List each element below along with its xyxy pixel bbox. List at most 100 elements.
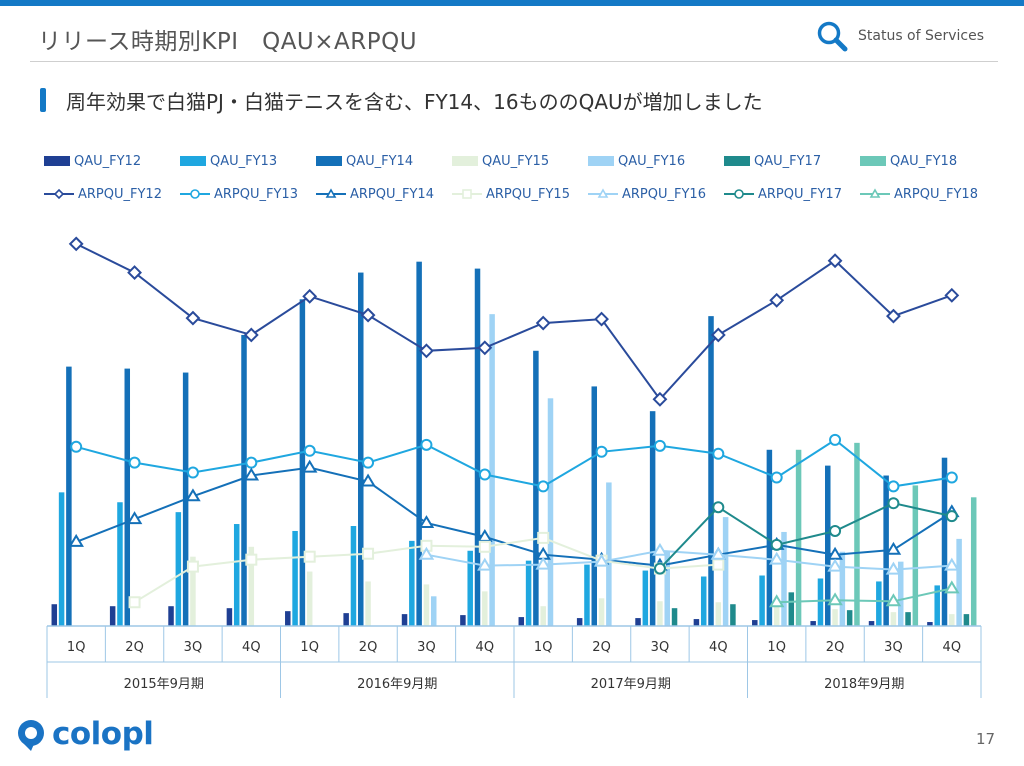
marker-ARPQU_FY15-12 (712, 558, 725, 571)
quarter-label: 2Q (125, 640, 144, 655)
bar-QAU_FY13-3 (175, 512, 182, 626)
quarter-label: 2Q (359, 640, 378, 655)
marker-ARPQU_FY12-7 (419, 343, 434, 359)
marker-ARPQU_FY16-16 (944, 557, 960, 571)
bar-QAU_FY16-16 (956, 538, 962, 626)
legend-label: QAU_FY18 (890, 153, 958, 169)
quarter-label: 3Q (184, 640, 203, 655)
bar-QAU_FY15-14 (832, 609, 838, 626)
legend-item-QAU_FY15: QAU_FY15 (452, 152, 588, 170)
bar-QAU_FY12-10 (576, 618, 583, 626)
bar-QAU_FY15-4 (248, 546, 255, 626)
line-ARPQU_FY16 (426, 549, 952, 571)
marker-ARPQU_FY12-3 (185, 310, 201, 326)
legend-label: ARPQU_FY15 (486, 186, 570, 202)
bar-QAU_FY12-1 (51, 604, 58, 626)
quarter-label: 4Q (242, 640, 261, 655)
legend-line-swatch (44, 188, 74, 200)
bar-QAU_FY15-5 (306, 571, 313, 626)
quarter-label: 3Q (884, 640, 903, 655)
legend-label: ARPQU_FY16 (622, 186, 706, 202)
line-ARPQU_FY18 (776, 587, 953, 604)
bar-QAU_FY12-11 (635, 618, 641, 626)
line-ARPQU_FY13 (75, 438, 952, 488)
marker-ARPQU_FY13-5 (303, 444, 316, 457)
bar-QAU_FY17-13 (788, 592, 795, 626)
year-label: 2017年9月期 (591, 677, 671, 692)
marker-ARPQU_FY12-12 (710, 327, 726, 343)
bar-QAU_FY12-14 (810, 621, 816, 626)
marker-ARPQU_FY17-15 (887, 497, 900, 510)
legend-item-QAU_FY18: QAU_FY18 (860, 152, 996, 170)
legend-item-ARPQU_FY14: ARPQU_FY14 (316, 185, 452, 203)
bar-QAU_FY13-7 (409, 540, 415, 626)
year-label: 2015年9月期 (124, 677, 204, 692)
legend-bar-swatch (316, 156, 342, 166)
marker-ARPQU_FY16-15 (885, 561, 902, 575)
bar-QAU_FY13-1 (58, 492, 65, 626)
bar-QAU_FY13-5 (292, 530, 298, 626)
bar-QAU_FY18-16 (970, 497, 977, 626)
legend-item-QAU_FY12: QAU_FY12 (44, 152, 180, 170)
legend-item-ARPQU_FY13: ARPQU_FY13 (180, 185, 316, 203)
legend-line-swatch (588, 188, 618, 198)
marker-ARPQU_FY15-6 (362, 547, 375, 560)
status-of-services: Status of Services (816, 20, 984, 52)
marker-ARPQU_FY15-4 (245, 553, 258, 566)
bar-QAU_FY12-6 (343, 613, 349, 626)
bar-QAU_FY14-8 (474, 268, 481, 626)
legend-label: QAU_FY14 (346, 153, 414, 169)
legend-item-ARPQU_FY15: ARPQU_FY15 (452, 185, 588, 203)
bar-QAU_FY14-7 (416, 261, 422, 626)
bar-QAU_FY14-13 (766, 449, 773, 626)
quarter-label: 3Q (651, 640, 670, 655)
bar-QAU_FY16-15 (897, 561, 904, 626)
bar-QAU_FY15-8 (482, 591, 488, 626)
chart-legend: QAU_FY12 QAU_FY13 QAU_FY14 QAU_FY15 QAU_FY16… (44, 152, 1004, 218)
marker-ARPQU_FY12-10 (594, 311, 609, 327)
bar-QAU_FY12-5 (285, 611, 291, 626)
marker-ARPQU_FY12-9 (535, 315, 551, 331)
legend-bar-swatch (724, 156, 750, 166)
marker-ARPQU_FY12-5 (302, 288, 318, 304)
bar-QAU_FY12-8 (460, 615, 466, 626)
marker-ARPQU_FY18-13 (768, 594, 785, 608)
marker-ARPQU_FY17-12 (712, 501, 725, 514)
legend-marker (325, 188, 337, 198)
bar-QAU_FY14-1 (66, 366, 72, 626)
colopl-logo-icon (18, 720, 44, 751)
legend-bars: QAU_FY12 QAU_FY13 QAU_FY14 QAU_FY15 QAU_FY16… (44, 152, 1004, 170)
marker-ARPQU_FY13-12 (712, 447, 725, 460)
marker-ARPQU_FY14-1 (68, 533, 84, 547)
marker-ARPQU_FY12-2 (127, 265, 142, 280)
bar-QAU_FY12-7 (401, 614, 408, 626)
bar-QAU_FY16-13 (781, 531, 787, 626)
legend-label: ARPQU_FY14 (350, 186, 434, 202)
quarter-label: 4Q (476, 640, 495, 655)
bar-QAU_FY14-9 (533, 350, 539, 626)
header-divider (30, 61, 998, 62)
year-label: 2016年9月期 (357, 677, 437, 692)
marker-ARPQU_FY15-2 (128, 596, 141, 609)
legend-bar-swatch (588, 156, 614, 166)
marker-ARPQU_FY13-6 (362, 456, 375, 469)
bar-QAU_FY13-6 (350, 526, 357, 626)
marker-ARPQU_FY16-12 (710, 546, 727, 560)
bar-QAU_FY16-9 (547, 398, 554, 626)
marker-ARPQU_FY18-16 (944, 580, 960, 594)
legend-line-swatch (316, 188, 346, 198)
marker-ARPQU_FY12-8 (477, 340, 493, 356)
marker-ARPQU_FY13-4 (245, 456, 258, 469)
marker-ARPQU_FY13-15 (887, 480, 900, 493)
marker-ARPQU_FY16-13 (768, 551, 785, 565)
marker-ARPQU_FY15-9 (537, 531, 550, 544)
page-number: 17 (976, 730, 996, 748)
page-title: リリース時期別KPI QAU×ARPQU (38, 29, 418, 55)
marker-ARPQU_FY12-15 (886, 308, 901, 324)
bar-QAU_FY15-10 (598, 598, 605, 626)
marker-ARPQU_FY16-9 (535, 556, 551, 570)
legend-label: ARPQU_FY18 (894, 186, 978, 202)
legend-line-swatch (180, 189, 210, 199)
legend-marker (190, 189, 200, 199)
bar-QAU_FY14-11 (649, 411, 656, 626)
